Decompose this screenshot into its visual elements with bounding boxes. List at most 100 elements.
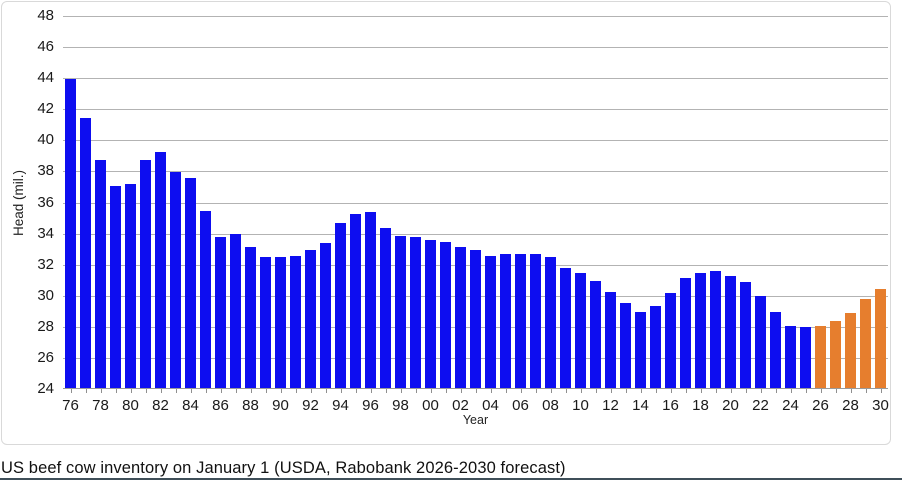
x-axis-tick	[445, 389, 447, 393]
figure-caption: US beef cow inventory on January 1 (USDA…	[1, 459, 566, 477]
x-axis-tick	[190, 389, 192, 393]
bar-forecast	[830, 321, 841, 388]
gridline	[63, 233, 888, 235]
bar-actual	[455, 246, 466, 388]
bar-actual	[80, 117, 91, 388]
x-axis-tick-label: 00	[422, 397, 439, 414]
bar-actual	[740, 282, 751, 388]
x-axis-tick	[460, 389, 462, 393]
bar-actual	[800, 327, 811, 388]
x-axis-tick-label: 90	[272, 397, 289, 414]
x-axis-tick-label: 14	[632, 397, 649, 414]
y-axis-tick-label: 42	[37, 100, 54, 118]
bar-actual	[440, 241, 451, 388]
bar-actual	[200, 210, 211, 388]
bar-actual	[680, 277, 691, 388]
y-axis-tick-label: 32	[37, 255, 54, 273]
x-axis-tick	[700, 389, 702, 393]
x-axis-tick	[835, 389, 837, 393]
x-axis-tick	[625, 389, 627, 393]
x-axis-tick	[220, 389, 222, 393]
bar-actual	[95, 159, 106, 388]
bar-actual	[290, 255, 301, 388]
x-axis-tick-label: 82	[152, 397, 169, 414]
x-axis-tick	[670, 389, 672, 393]
bar-actual	[65, 78, 76, 388]
x-axis-tick	[505, 389, 507, 393]
x-axis-tick	[580, 389, 582, 393]
x-axis-tick	[850, 389, 852, 393]
x-axis-tick-label: 04	[482, 397, 499, 414]
bar-actual	[515, 254, 526, 388]
x-axis-tick-label: 78	[92, 397, 109, 414]
bar-actual	[410, 237, 421, 388]
x-axis-tick-label: 84	[182, 397, 199, 414]
x-axis-tick-label: 76	[62, 397, 79, 414]
bar-actual	[125, 184, 136, 388]
x-axis-tick	[100, 389, 102, 393]
x-axis-tick	[235, 389, 237, 393]
y-axis-tick-label: 24	[37, 380, 54, 397]
x-axis-tick	[640, 389, 642, 393]
bar-actual	[710, 271, 721, 388]
bar-actual	[305, 249, 316, 388]
x-axis-tick-label: 28	[842, 397, 859, 414]
bar-actual	[320, 243, 331, 388]
x-axis-tick-label: 30	[872, 397, 889, 414]
bar-actual	[350, 213, 361, 388]
y-axis-tick-label: 34	[37, 224, 54, 242]
gridline	[63, 140, 888, 142]
bar-forecast	[860, 299, 871, 388]
plot-area: 24 26 28 30 32 34 36 38 40 42 44 46 48 76 78 80 82 84 86 88…	[37, 7, 889, 414]
x-axis-tick	[745, 389, 747, 393]
bar-forecast	[875, 288, 886, 388]
x-axis-tick-label: 94	[332, 397, 349, 414]
x-axis-tick	[760, 389, 762, 393]
bar-actual	[695, 273, 706, 388]
x-axis-tick	[520, 389, 522, 393]
x-axis-tick-label: 06	[512, 397, 529, 414]
bar-actual	[530, 254, 541, 388]
bar-actual	[170, 171, 181, 388]
bar-actual	[500, 254, 511, 388]
bar-actual	[785, 325, 796, 388]
x-axis-tick	[85, 389, 87, 393]
x-axis-tick-label: 02	[452, 397, 469, 414]
x-axis-tick	[145, 389, 147, 393]
bar-actual	[755, 296, 766, 388]
bar-actual	[395, 235, 406, 388]
x-axis-tick	[805, 389, 807, 393]
bar-actual	[335, 223, 346, 388]
x-axis-tick	[370, 389, 372, 393]
bar-actual	[605, 291, 616, 388]
x-axis-tick-label: 24	[782, 397, 799, 414]
bottom-divider	[0, 478, 902, 480]
y-axis-tick-label: 28	[37, 317, 54, 335]
y-axis-tick-label: 48	[37, 7, 54, 24]
x-axis-tick	[595, 389, 597, 393]
x-axis-tick-label: 10	[572, 397, 589, 414]
x-axis-tick-label: 26	[812, 397, 829, 414]
x-axis-tick	[475, 389, 477, 393]
bar-actual	[140, 159, 151, 388]
y-axis-tick-label: 38	[37, 162, 54, 180]
x-axis-tick-label: 16	[662, 397, 679, 414]
bar-actual	[590, 280, 601, 388]
x-axis-tick	[565, 389, 567, 393]
x-axis-tick	[820, 389, 822, 393]
x-axis-tick	[880, 389, 882, 393]
x-axis-tick	[160, 389, 162, 393]
x-axis-tick	[325, 389, 327, 393]
x-axis-tick	[730, 389, 732, 393]
bar-actual	[110, 185, 121, 388]
x-axis-tick	[490, 389, 492, 393]
x-axis-tick	[415, 389, 417, 393]
x-axis-tick	[715, 389, 717, 393]
y-axis-tick-label: 36	[37, 193, 54, 211]
x-axis-tick	[355, 389, 357, 393]
x-axis-tick-label: 96	[362, 397, 379, 414]
bar-actual	[560, 268, 571, 388]
x-axis-tick	[655, 389, 657, 393]
x-axis-tick-label: 08	[542, 397, 559, 414]
